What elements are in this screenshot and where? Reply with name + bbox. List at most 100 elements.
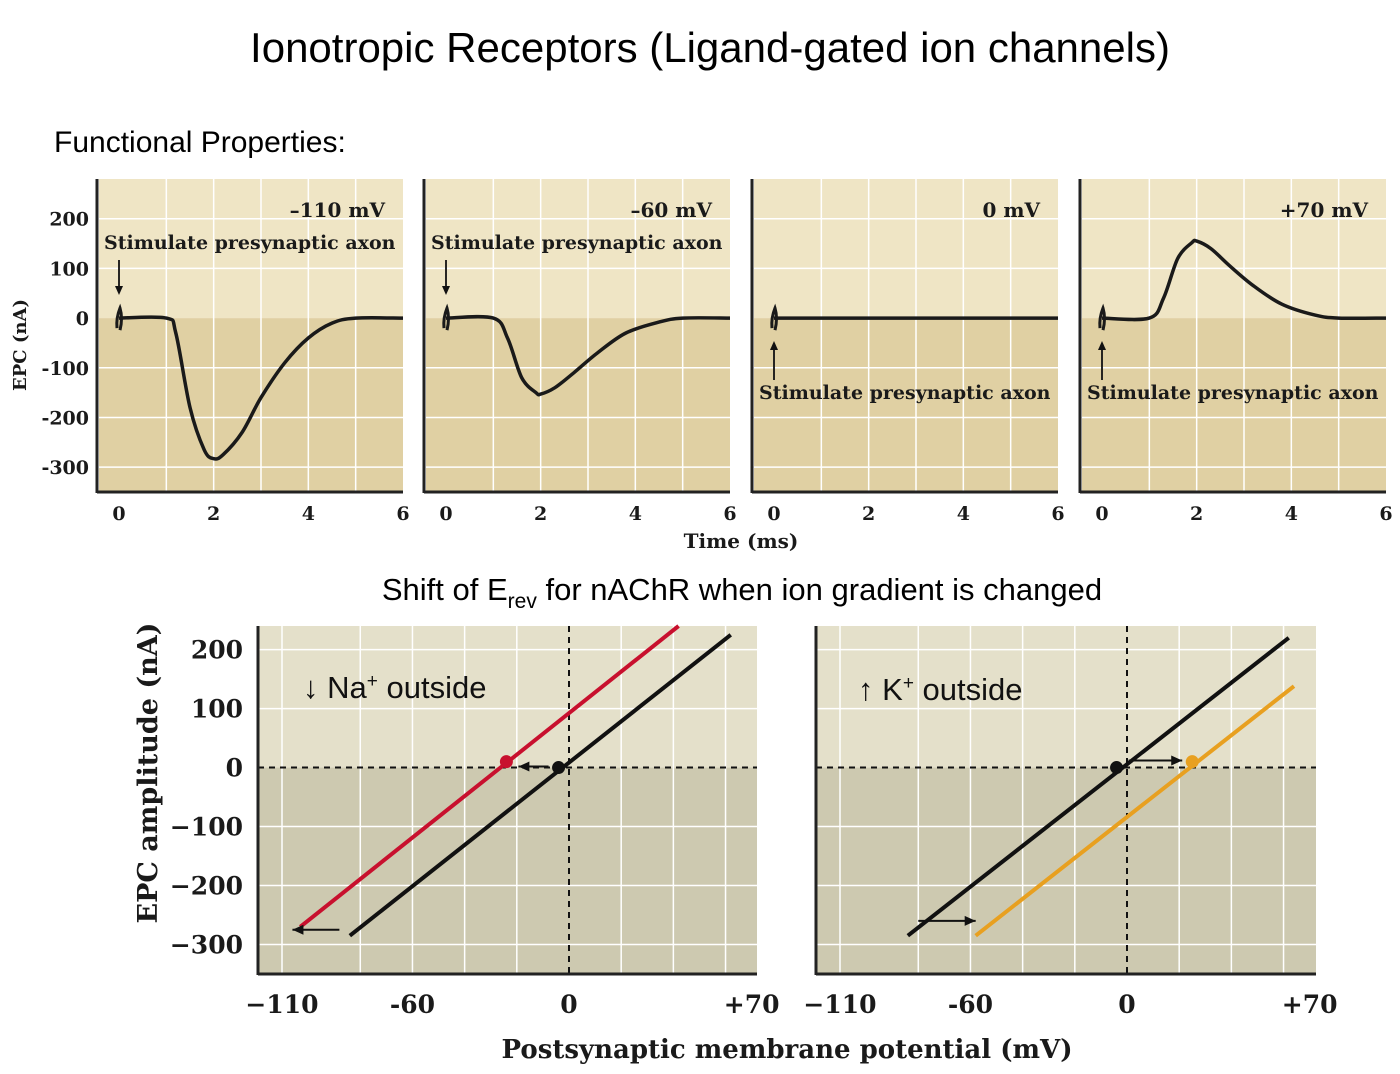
y-tick-label: −300: [170, 931, 243, 960]
y-tick-label: -300: [41, 457, 89, 479]
slide-subtitle: Functional Properties:: [54, 126, 346, 159]
epc-trace: [1101, 238, 1387, 322]
stimulus-arrowhead: [442, 286, 450, 295]
plot-bg-upper: [426, 179, 730, 319]
voltage-label: +70 mV: [1280, 198, 1369, 222]
plot-bg-lower: [754, 318, 1058, 492]
x-tick-label: 6: [1379, 503, 1392, 525]
x-tick-label: 0: [767, 503, 780, 525]
x-tick-label: 0: [1118, 990, 1135, 1019]
y-tick-label: 200: [49, 209, 89, 231]
plot-bg-lower: [99, 318, 403, 492]
stimulus-arrowhead: [770, 341, 778, 350]
control-iv-line: [348, 633, 733, 938]
y-tick-label: −100: [170, 813, 243, 842]
epc-panel-3: 0 mV Stimulate presynaptic axon 0 2 4 6: [750, 179, 1065, 525]
condition-rest: outside: [378, 670, 487, 705]
y-tick-label: 100: [191, 695, 243, 724]
x-tick-label: 4: [957, 503, 970, 525]
ion-name: K: [882, 672, 903, 707]
y-tick-label: 0: [76, 308, 89, 330]
y-tick-label: 100: [49, 258, 89, 280]
epc-trace: [445, 314, 731, 397]
epc-panel-4: +70 mV Stimulate presynaptic axon 0 2 4 6: [1078, 179, 1393, 525]
x-tick-label: 2: [207, 503, 220, 525]
x-tick-label: 0: [560, 990, 577, 1019]
stimulus-label: Stimulate presynaptic axon: [759, 382, 1051, 404]
stimulus-label: Stimulate presynaptic axon: [1087, 382, 1379, 404]
x-tick-label: -60: [390, 990, 435, 1019]
ion-charge: +: [903, 673, 914, 694]
control-reversal-point: [552, 761, 566, 775]
stimulus-artifact: [115, 303, 123, 331]
plot-bg-lower: [1082, 318, 1386, 492]
x-tick-label: 2: [862, 503, 875, 525]
condition-label: ↑ K+ outside: [858, 672, 1023, 707]
stimulus-arrowhead: [1098, 341, 1106, 350]
stimulus-label: Stimulate presynaptic axon: [431, 232, 723, 254]
voltage-label: –110 mV: [290, 198, 386, 222]
x-tick-label: 0: [112, 503, 125, 525]
stimulus-artifact: [1098, 303, 1106, 331]
erev-shift-title: Shift of Erev for nAChR when ion gradien…: [382, 572, 1102, 613]
control-reversal-point: [1110, 761, 1124, 775]
x-tick-label: -60: [948, 990, 993, 1019]
ion-name: Na: [327, 670, 367, 705]
stimulus-artifact: [770, 303, 778, 331]
x-tick-label: 0: [439, 503, 452, 525]
x-tick-label: 2: [534, 503, 547, 525]
y-tick-label: -100: [41, 358, 89, 380]
stimulus-label: Stimulate presynaptic axon: [104, 232, 396, 254]
shift-arrow-head: [518, 761, 530, 772]
x-tick-label: 6: [396, 503, 409, 525]
y-tick-label: -200: [41, 407, 89, 429]
x-tick-label: 6: [1051, 503, 1064, 525]
epc-trace: [118, 315, 404, 461]
x-tick-label: −110: [245, 990, 318, 1019]
x-tick-label: 4: [1285, 503, 1298, 525]
x-axis-title: Time (ms): [684, 529, 799, 553]
stimulus-arrowhead: [115, 286, 123, 295]
na-panel: ↓ Na+ outside −110 -60 0 +70: [245, 624, 780, 1019]
shifted-reversal-point: [1185, 755, 1199, 769]
shifted-reversal-point: [499, 755, 513, 769]
voltage-label: –60 mV: [631, 198, 713, 222]
y-tick-label: 200: [191, 636, 243, 665]
shift-arrow-low-head: [292, 924, 304, 935]
epc-panel-1: –110 mV Stimulate presynaptic axon 0 2 4 6: [95, 179, 410, 525]
shift-arrow-low-head: [964, 915, 976, 926]
ion-charge: +: [367, 671, 378, 692]
x-tick-label: 6: [723, 503, 736, 525]
x-tick-label: 4: [629, 503, 642, 525]
condition-arrow: ↓: [303, 670, 327, 705]
y-tick-label: 0: [226, 754, 243, 783]
condition-label: ↓ Na+ outside: [303, 670, 486, 705]
plot-bg-lower: [258, 767, 757, 974]
shifted-iv-line: [299, 624, 680, 929]
x-tick-label: 4: [302, 503, 315, 525]
plot-bg-lower: [426, 318, 730, 492]
slide-title: Ionotropic Receptors (Ligand-gated ion c…: [250, 24, 1170, 71]
plot-bg-upper: [99, 179, 403, 319]
k-panel: ↑ K+ outside −110 -60 0 +70: [803, 626, 1338, 1019]
plot-bg-upper: [1082, 179, 1386, 319]
epc-panel-2: –60 mV Stimulate presynaptic axon 0 2 4 6: [422, 179, 737, 525]
control-iv-line: [906, 636, 1290, 938]
y-tick-label: −200: [170, 872, 243, 901]
x-tick-label: −110: [803, 990, 876, 1019]
plot-bg-upper: [754, 179, 1058, 319]
shift-arrow-head: [1171, 755, 1183, 766]
x-tick-label: +70: [1282, 990, 1338, 1019]
x-tick-label: 0: [1095, 503, 1108, 525]
stimulus-artifact: [442, 303, 450, 331]
y-axis-title: EPC amplitude (nA): [133, 623, 164, 924]
voltage-label: 0 mV: [982, 198, 1040, 222]
x-tick-label: +70: [724, 990, 780, 1019]
condition-arrow: ↑: [858, 672, 882, 707]
iv-figure: ↓ Na+ outside−110 -60 0 +70↑ K+ outside−110…: [133, 623, 1338, 1065]
x-axis-title: Postsynaptic membrane potential (mV): [502, 1035, 1073, 1065]
plot-bg-lower: [816, 767, 1316, 974]
shifted-iv-line: [974, 684, 1296, 938]
